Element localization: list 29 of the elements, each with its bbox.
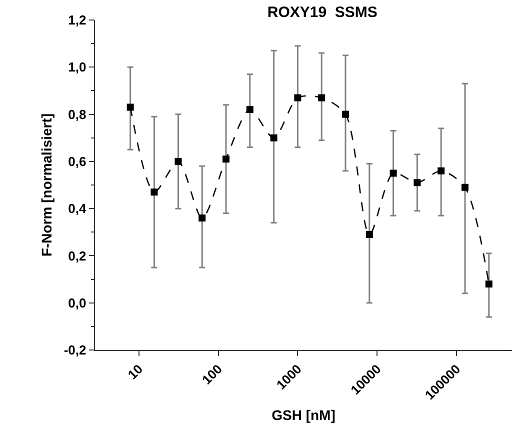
point — [438, 167, 445, 174]
point — [390, 170, 397, 177]
y-tick-label: 0,8 — [68, 106, 86, 122]
point — [150, 188, 158, 196]
y-tick-label: 0,2 — [68, 248, 86, 264]
x-tick-label: 100 — [199, 361, 226, 388]
point — [414, 179, 421, 186]
y-tick-label: 1,0 — [68, 60, 86, 75]
point — [485, 280, 492, 288]
point — [318, 94, 326, 102]
point — [198, 214, 206, 222]
point — [270, 134, 278, 142]
y-tick-label: 0,0 — [68, 295, 86, 310]
y-tick-label: 1,2 — [68, 12, 86, 28]
point — [126, 104, 134, 111]
y-tick-label: 0,4 — [68, 201, 88, 216]
point — [342, 110, 349, 118]
point — [246, 106, 254, 114]
y-tick-label: -0,2 — [64, 342, 86, 358]
x-tick-label: 10 — [124, 361, 146, 382]
point — [462, 184, 469, 191]
point — [174, 158, 182, 165]
point — [294, 94, 302, 102]
y-axis-title: F-Norm [normalisiert] — [38, 113, 54, 257]
x-axis-title: GSH [nM] — [272, 406, 336, 423]
point — [366, 231, 373, 238]
chart-title: ROXY19 SSMS — [267, 4, 378, 22]
y-tick-label: 0,6 — [68, 154, 86, 169]
point — [222, 156, 230, 163]
